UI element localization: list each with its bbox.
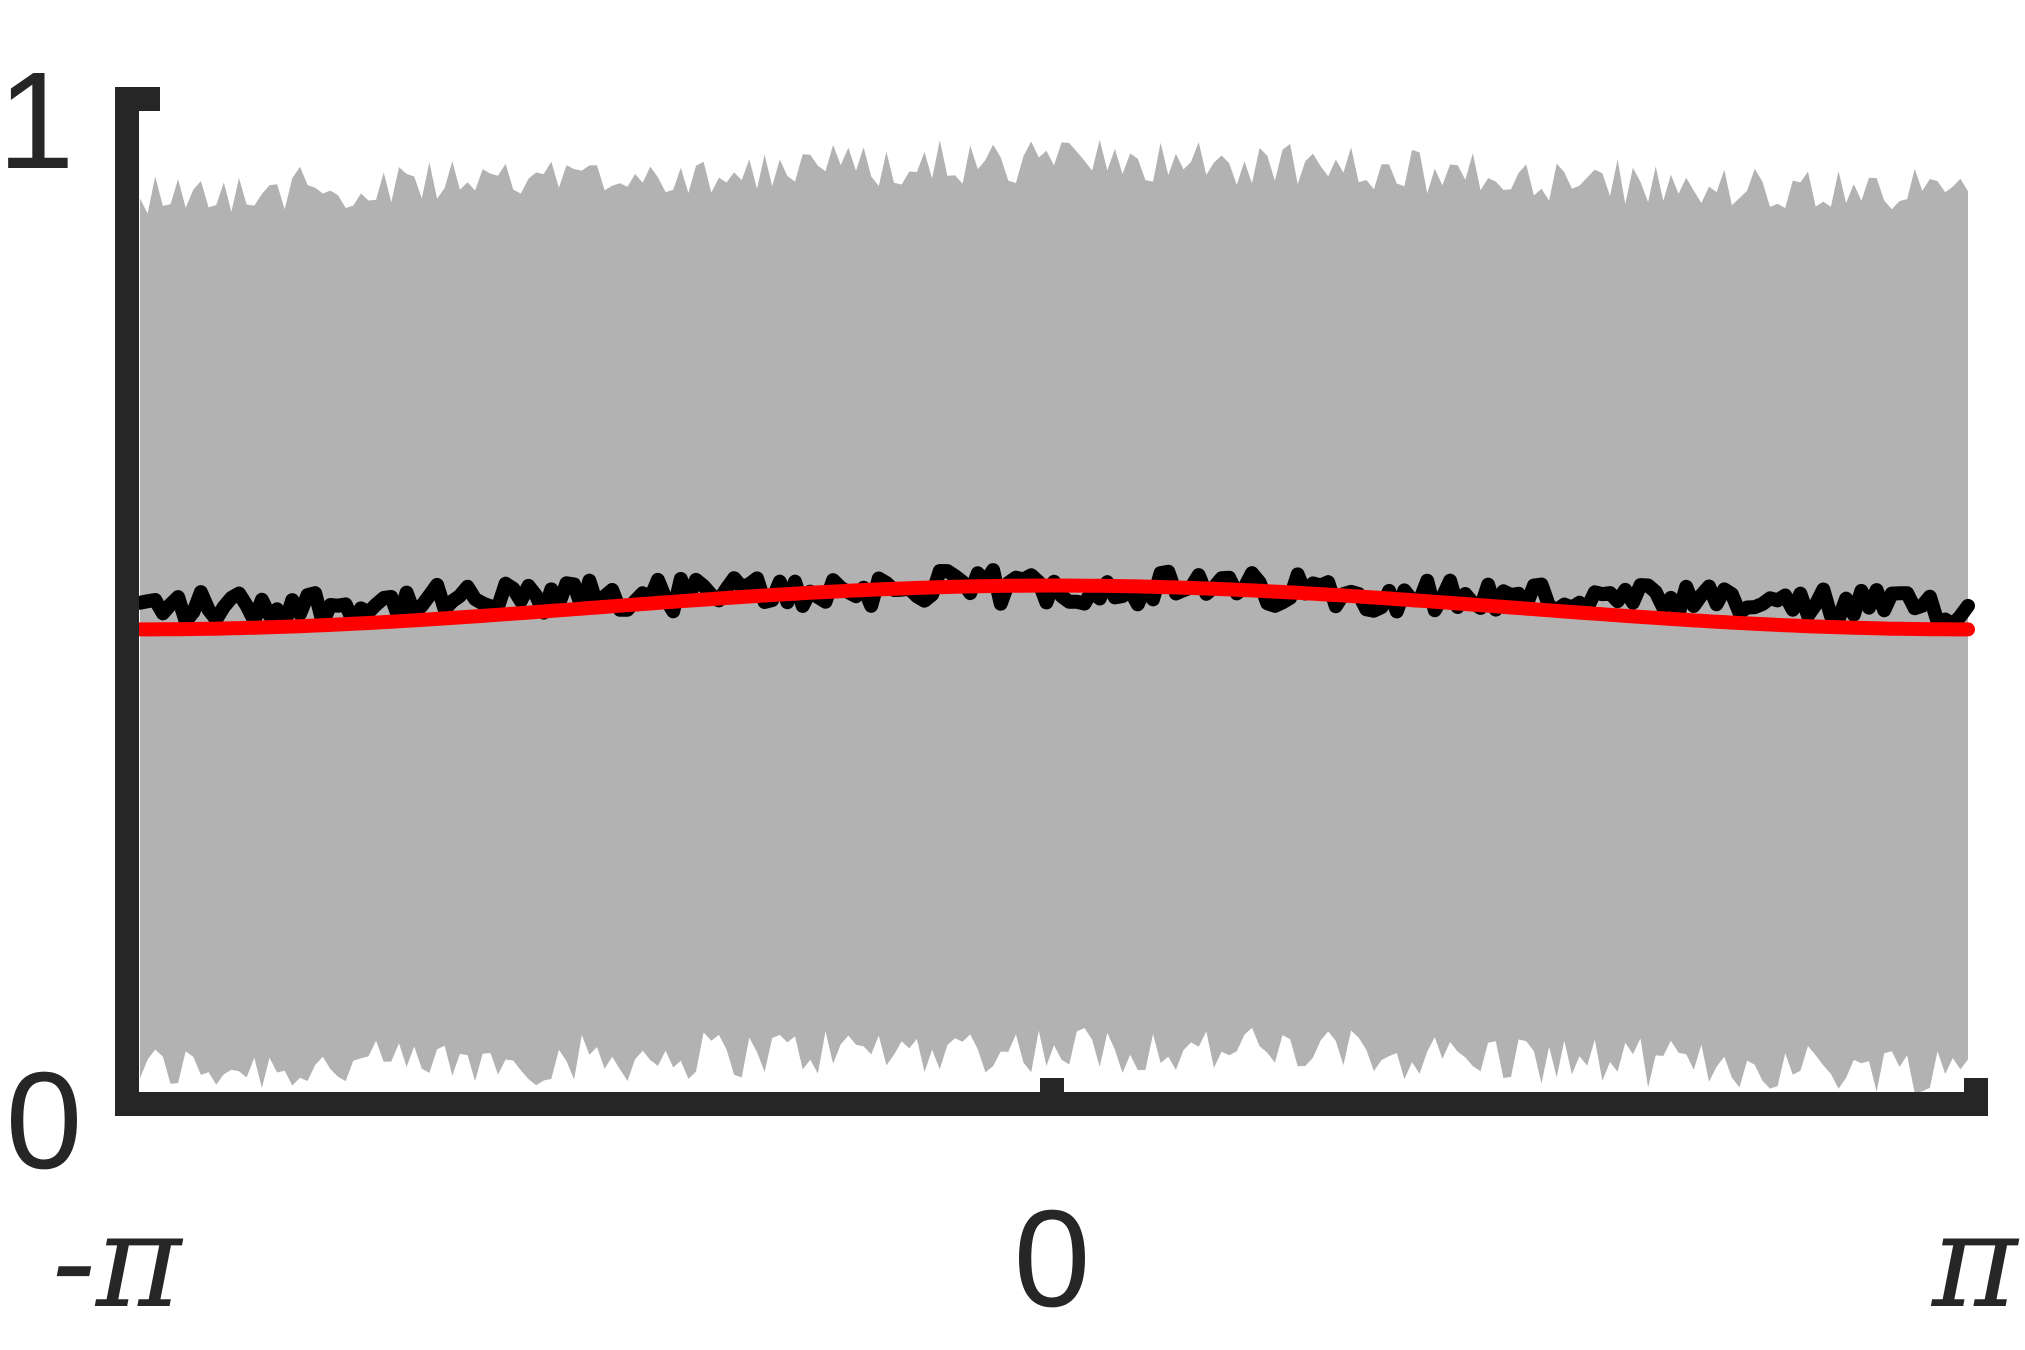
- y-tick-label-0: 0: [6, 1044, 83, 1198]
- y-tick-label-1: 1: [0, 44, 74, 198]
- x-tick-label-0: 0: [1014, 1182, 1091, 1336]
- axes: [115, 87, 1988, 1116]
- tick-labels: 1 0 0 -π π: [0, 44, 2020, 1337]
- variability-band: [140, 139, 1968, 1094]
- x-tick-label-neg-pi: -π: [52, 1185, 184, 1337]
- smooth-fit-line: [133, 578, 1975, 637]
- x-tick-label-pi: π: [1930, 1185, 2020, 1337]
- plot-area: [133, 139, 1975, 1094]
